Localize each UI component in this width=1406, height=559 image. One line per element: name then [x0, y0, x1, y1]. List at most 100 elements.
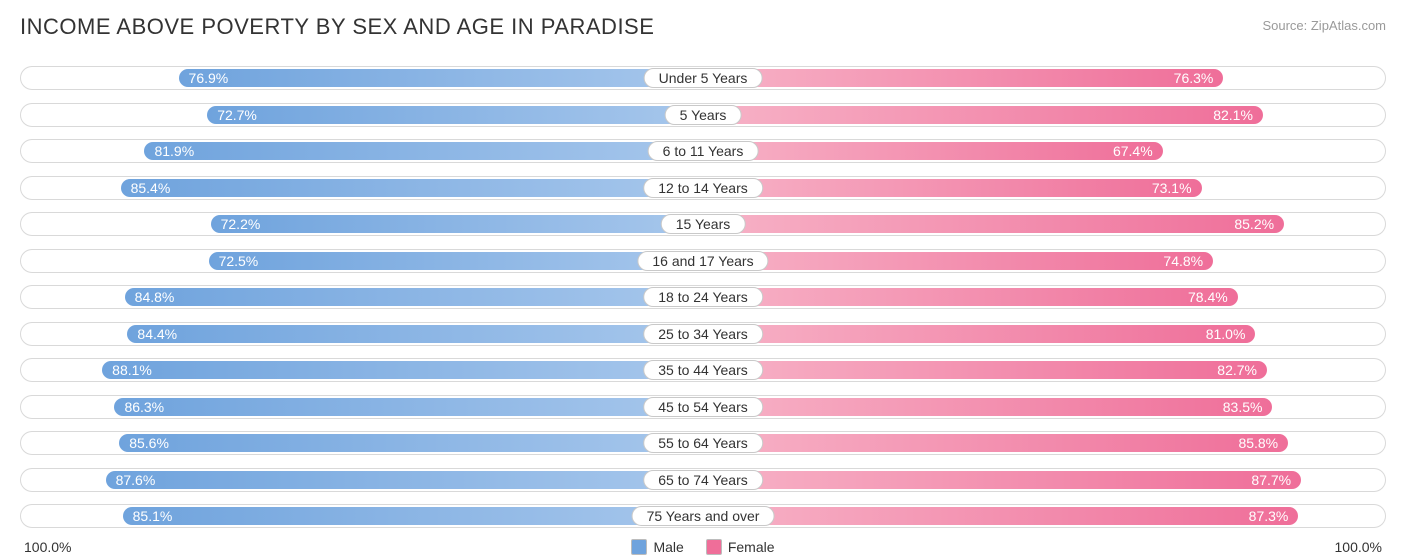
- chart-row: 88.1% 82.7% 35 to 44 Years: [20, 356, 1386, 384]
- axis-left-label: 100.0%: [24, 539, 71, 555]
- category-label: 35 to 44 Years: [643, 360, 763, 380]
- legend-item-female: Female: [706, 539, 775, 555]
- chart-row: 84.8% 78.4% 18 to 24 Years: [20, 283, 1386, 311]
- category-label: 75 Years and over: [632, 506, 775, 526]
- category-label: Under 5 Years: [644, 68, 763, 88]
- male-bar: 76.9%: [179, 69, 703, 87]
- male-bar: 87.6%: [106, 471, 703, 489]
- category-label: 12 to 14 Years: [643, 178, 763, 198]
- female-bar: 82.1%: [703, 106, 1263, 124]
- legend-male-label: Male: [653, 539, 683, 555]
- male-bar: 86.3%: [114, 398, 703, 416]
- male-bar: 85.1%: [123, 507, 703, 525]
- female-bar: 82.7%: [703, 361, 1267, 379]
- female-value-label: 78.4%: [1188, 289, 1228, 305]
- female-value-label: 73.1%: [1152, 180, 1192, 196]
- female-bar: 87.7%: [703, 471, 1301, 489]
- male-track: 81.9%: [20, 139, 703, 163]
- chart-row: 85.4% 73.1% 12 to 14 Years: [20, 174, 1386, 202]
- category-label: 18 to 24 Years: [643, 287, 763, 307]
- category-label: 16 and 17 Years: [637, 251, 768, 271]
- female-swatch-icon: [706, 539, 722, 555]
- female-track: 74.8%: [703, 249, 1386, 273]
- category-label: 25 to 34 Years: [643, 324, 763, 344]
- female-bar: 76.3%: [703, 69, 1223, 87]
- male-track: 72.7%: [20, 103, 703, 127]
- female-track: 87.3%: [703, 504, 1386, 528]
- male-value-label: 84.8%: [135, 289, 175, 305]
- female-track: 67.4%: [703, 139, 1386, 163]
- female-track: 87.7%: [703, 468, 1386, 492]
- chart-row: 85.6% 85.8% 55 to 64 Years: [20, 429, 1386, 457]
- female-track: 78.4%: [703, 285, 1386, 309]
- axis-right-label: 100.0%: [1335, 539, 1382, 555]
- male-track: 72.2%: [20, 212, 703, 236]
- chart-row: 87.6% 87.7% 65 to 74 Years: [20, 466, 1386, 494]
- chart-legend: Male Female: [631, 539, 774, 555]
- male-bar: 72.7%: [207, 106, 703, 124]
- male-value-label: 86.3%: [124, 399, 164, 415]
- female-track: 82.1%: [703, 103, 1386, 127]
- male-track: 84.4%: [20, 322, 703, 346]
- male-bar: 85.4%: [121, 179, 703, 197]
- male-value-label: 87.6%: [116, 472, 156, 488]
- male-value-label: 85.6%: [129, 435, 169, 451]
- legend-item-male: Male: [631, 539, 683, 555]
- female-value-label: 83.5%: [1223, 399, 1263, 415]
- female-value-label: 85.8%: [1238, 435, 1278, 451]
- chart-row: 72.2% 85.2%15 Years: [20, 210, 1386, 238]
- male-value-label: 81.9%: [154, 143, 194, 159]
- female-value-label: 74.8%: [1163, 253, 1203, 269]
- male-value-label: 76.9%: [189, 70, 229, 86]
- female-bar: 83.5%: [703, 398, 1272, 416]
- male-value-label: 72.2%: [221, 216, 261, 232]
- female-value-label: 82.1%: [1213, 107, 1253, 123]
- male-value-label: 85.1%: [133, 508, 173, 524]
- female-bar: 67.4%: [703, 142, 1163, 160]
- category-label: 55 to 64 Years: [643, 433, 763, 453]
- diverging-bar-chart: 76.9% 76.3% Under 5 Years 72.7% 82.1% 5 Years…: [20, 64, 1386, 530]
- female-track: 85.8%: [703, 431, 1386, 455]
- female-bar: 73.1%: [703, 179, 1202, 197]
- female-track: 85.2%: [703, 212, 1386, 236]
- female-bar: 78.4%: [703, 288, 1238, 306]
- female-value-label: 82.7%: [1217, 362, 1257, 378]
- male-track: 85.6%: [20, 431, 703, 455]
- category-label: 6 to 11 Years: [648, 141, 759, 161]
- male-value-label: 72.5%: [219, 253, 259, 269]
- legend-female-label: Female: [728, 539, 775, 555]
- male-track: 87.6%: [20, 468, 703, 492]
- female-value-label: 76.3%: [1174, 70, 1214, 86]
- chart-title: INCOME ABOVE POVERTY BY SEX AND AGE IN P…: [20, 14, 654, 40]
- male-bar: 85.6%: [119, 434, 703, 452]
- male-track: 84.8%: [20, 285, 703, 309]
- female-value-label: 67.4%: [1113, 143, 1153, 159]
- male-swatch-icon: [631, 539, 647, 555]
- female-value-label: 87.7%: [1251, 472, 1291, 488]
- chart-header: INCOME ABOVE POVERTY BY SEX AND AGE IN P…: [20, 14, 1386, 40]
- chart-row: 85.1% 87.3% 75 Years and over: [20, 502, 1386, 530]
- chart-footer: 100.0% Male Female 100.0%: [20, 539, 1386, 555]
- male-value-label: 88.1%: [112, 362, 152, 378]
- female-value-label: 81.0%: [1206, 326, 1246, 342]
- chart-row: 72.5% 74.8% 16 and 17 Years: [20, 247, 1386, 275]
- chart-row: 72.7% 82.1% 5 Years: [20, 101, 1386, 129]
- male-track: 85.4%: [20, 176, 703, 200]
- female-value-label: 87.3%: [1249, 508, 1289, 524]
- category-label: 15 Years: [661, 214, 746, 234]
- female-track: 82.7%: [703, 358, 1386, 382]
- male-track: 72.5%: [20, 249, 703, 273]
- chart-row: 84.4% 81.0% 25 to 34 Years: [20, 320, 1386, 348]
- male-bar: 88.1%: [102, 361, 703, 379]
- male-bar: 72.5%: [209, 252, 703, 270]
- female-bar: 85.8%: [703, 434, 1288, 452]
- chart-source: Source: ZipAtlas.com: [1262, 18, 1386, 33]
- male-value-label: 72.7%: [217, 107, 257, 123]
- category-label: 5 Years: [665, 105, 742, 125]
- chart-row: 76.9% 76.3% Under 5 Years: [20, 64, 1386, 92]
- female-track: 81.0%: [703, 322, 1386, 346]
- male-track: 85.1%: [20, 504, 703, 528]
- male-value-label: 84.4%: [137, 326, 177, 342]
- female-bar: 81.0%: [703, 325, 1255, 343]
- category-label: 65 to 74 Years: [643, 470, 763, 490]
